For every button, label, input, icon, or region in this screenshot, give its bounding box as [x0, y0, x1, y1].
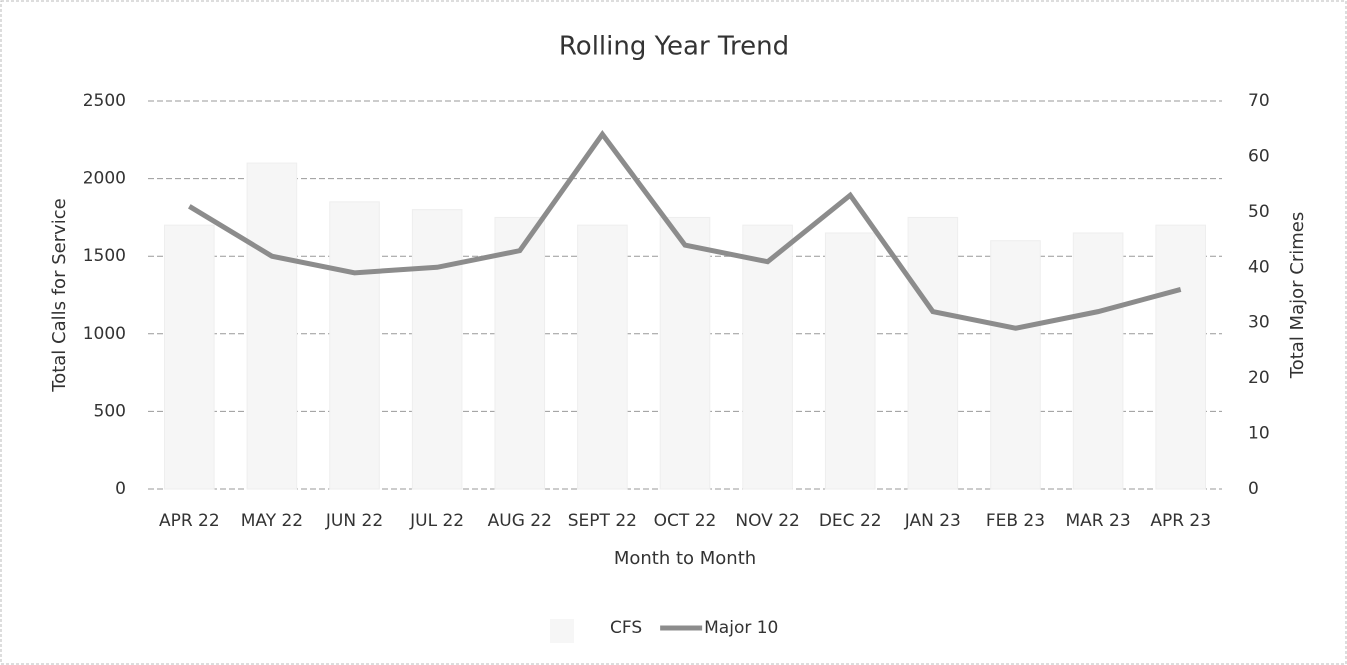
- y2-tick-label: 10: [1248, 424, 1270, 444]
- x-tick-label: MAY 22: [241, 511, 303, 531]
- x-tick-label: FEB 23: [986, 511, 1045, 531]
- bar: [659, 216, 711, 490]
- bar: [411, 209, 463, 490]
- bar: [907, 216, 959, 490]
- y2-tick-label: 0: [1248, 479, 1259, 499]
- y2-axis-title: Total Major Crimes: [1287, 212, 1308, 379]
- y2-tick-label: 60: [1248, 146, 1270, 166]
- bar: [494, 216, 546, 490]
- bar: [246, 162, 298, 490]
- bar: [577, 224, 628, 490]
- legend-label: Major 10: [704, 618, 778, 638]
- y-tick-label: 2500: [83, 91, 126, 111]
- bar: [1072, 232, 1124, 490]
- x-tick-label: APR 23: [1150, 511, 1211, 531]
- y-tick-label: 1000: [83, 324, 126, 344]
- bar: [742, 224, 793, 490]
- x-tick-label: JUN 22: [325, 511, 383, 531]
- x-axis-title: Month to Month: [614, 548, 756, 569]
- x-tick-label: OCT 22: [654, 511, 717, 531]
- x-tick-label: APR 22: [159, 511, 220, 531]
- bar: [164, 224, 215, 490]
- y-tick-label: 2000: [83, 169, 126, 189]
- bar: [1155, 224, 1206, 490]
- x-tick-label: NOV 22: [735, 511, 799, 531]
- legend-label: CFS: [610, 618, 642, 638]
- line: [188, 130, 1182, 331]
- y-tick-label: 500: [94, 401, 126, 421]
- y2-tick-label: 40: [1248, 257, 1270, 277]
- y-axis-title: Total Calls for Service: [49, 198, 70, 392]
- bar: [824, 232, 876, 490]
- x-tick-label: JAN 23: [904, 511, 961, 531]
- x-tick-label: SEPT 22: [568, 511, 637, 531]
- x-tick-label: AUG 22: [488, 511, 552, 531]
- bar: [329, 201, 380, 490]
- y2-tick-label: 30: [1248, 313, 1270, 333]
- x-tick-label: DEC 22: [819, 511, 882, 531]
- bar: [990, 240, 1041, 490]
- chart-title: Rolling Year Trend: [559, 32, 789, 62]
- y2-tick-label: 20: [1248, 368, 1270, 388]
- y2-tick-label: 50: [1248, 202, 1270, 222]
- legend-swatch: [550, 619, 574, 643]
- y-tick-label: 1500: [83, 246, 126, 266]
- y2-tick-label: 70: [1248, 91, 1270, 111]
- x-tick-label: JUL 22: [409, 511, 464, 531]
- x-tick-label: MAR 23: [1065, 511, 1130, 531]
- y-tick-label: 0: [115, 479, 126, 499]
